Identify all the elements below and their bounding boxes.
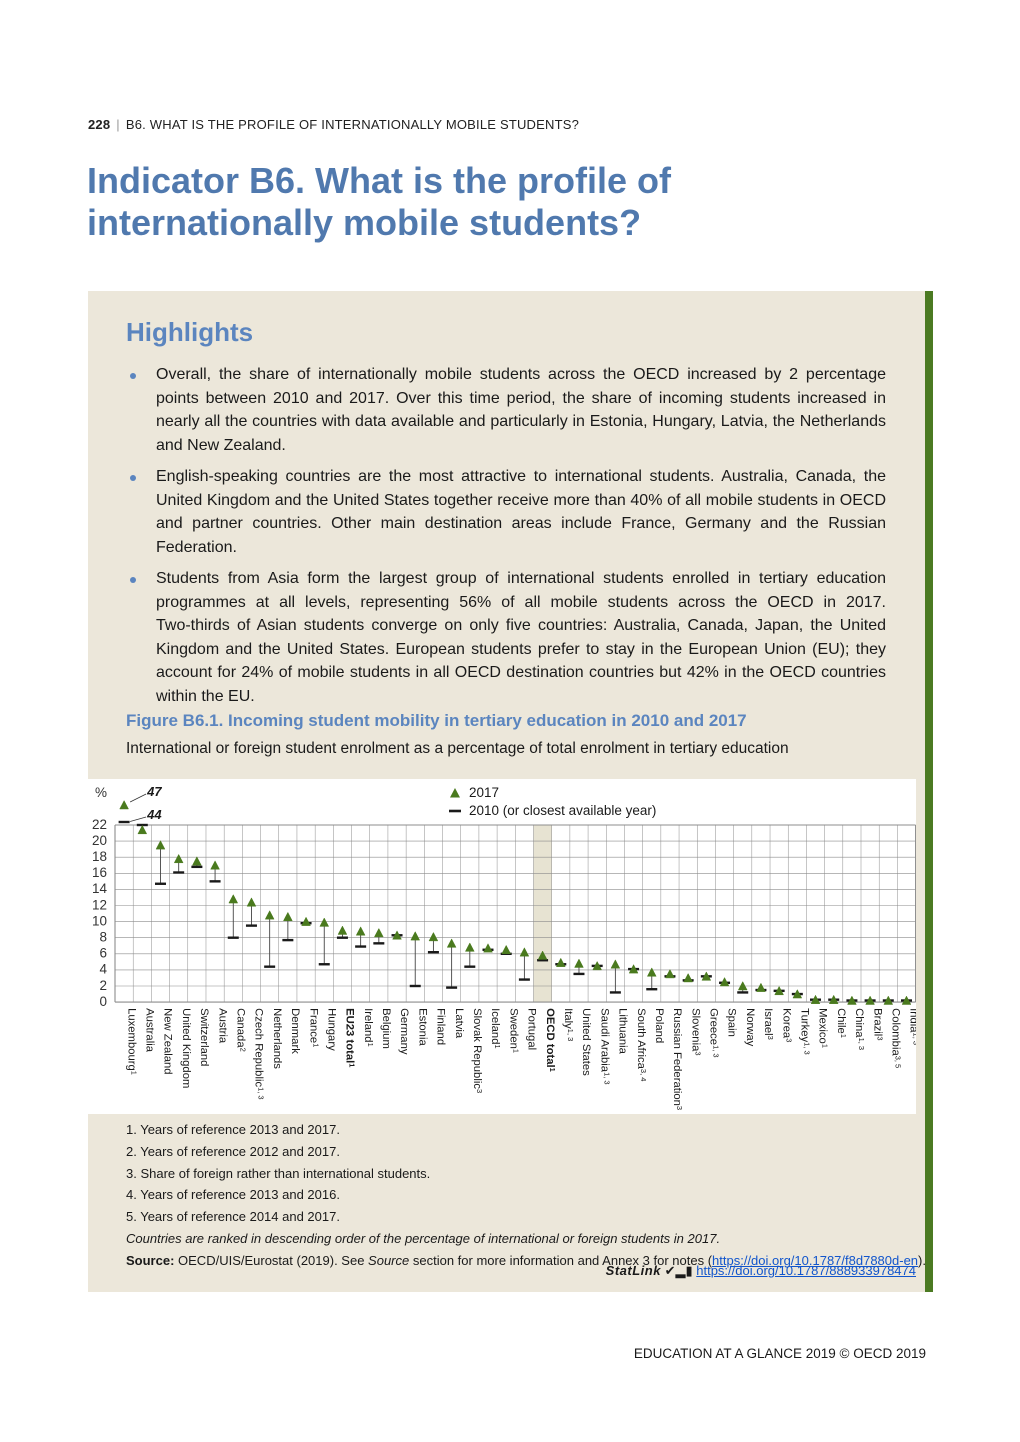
svg-text:Estonia: Estonia [416, 1008, 428, 1046]
svg-text:Austria: Austria [216, 1008, 228, 1044]
svg-text:10: 10 [92, 913, 107, 928]
svg-text:Italy1, 3: Italy1, 3 [562, 1008, 575, 1041]
svg-text:Switzerland: Switzerland [198, 1008, 210, 1066]
svg-text:United States: United States [580, 1008, 592, 1076]
svg-text:Poland: Poland [653, 1008, 665, 1043]
svg-text:Saudi Arabia1, 3: Saudi Arabia1, 3 [598, 1008, 611, 1084]
svg-text:Denmark: Denmark [289, 1008, 301, 1054]
svg-text:16: 16 [92, 865, 107, 880]
svg-text:Belgium: Belgium [380, 1008, 392, 1049]
svg-text:Iceland1: Iceland1 [489, 1008, 502, 1049]
svg-text:South Africa3, 4: South Africa3, 4 [635, 1008, 648, 1081]
svg-text:Korea3: Korea3 [780, 1008, 793, 1042]
svg-text:Turkey1, 3: Turkey1, 3 [799, 1008, 812, 1055]
svg-text:47: 47 [146, 784, 162, 799]
svg-text:Finland: Finland [435, 1008, 447, 1045]
svg-text:Netherlands: Netherlands [271, 1008, 283, 1069]
svg-text:China1, 3: China1, 3 [853, 1008, 866, 1050]
svg-text:Sweden1: Sweden1 [507, 1008, 520, 1053]
svg-text:Lithuania: Lithuania [617, 1008, 629, 1055]
svg-text:United Kingdom: United Kingdom [180, 1008, 192, 1088]
svg-text:2017: 2017 [469, 785, 499, 800]
svg-text:Germany: Germany [398, 1008, 410, 1055]
svg-text:8: 8 [100, 929, 108, 944]
svg-text:18: 18 [92, 849, 107, 864]
svg-text:Canada2: Canada2 [234, 1008, 247, 1052]
svg-text:Russian Federation3: Russian Federation3 [671, 1008, 684, 1110]
svg-text:Israel3: Israel3 [762, 1008, 775, 1040]
svg-text:Norway: Norway [744, 1008, 756, 1047]
svg-text:4: 4 [100, 962, 108, 977]
svg-text:Brazil3: Brazil3 [871, 1008, 884, 1040]
svg-text:EU23 total1: EU23 total1 [344, 1008, 357, 1067]
svg-text:2: 2 [100, 978, 108, 993]
svg-text:Hungary: Hungary [325, 1008, 337, 1051]
svg-text:Latvia: Latvia [453, 1008, 465, 1039]
svg-text:6: 6 [100, 946, 108, 961]
svg-text:India1, 3: India1, 3 [908, 1008, 916, 1045]
svg-text:Slovenia3: Slovenia3 [689, 1008, 702, 1055]
svg-text:France1: France1 [307, 1008, 320, 1047]
svg-text:20: 20 [92, 833, 107, 848]
svg-text:0: 0 [100, 994, 108, 1009]
svg-text:New Zealand: New Zealand [162, 1008, 174, 1074]
svg-text:Portugal: Portugal [526, 1008, 538, 1050]
svg-text:%: % [95, 785, 107, 800]
svg-text:Slovak Republic3: Slovak Republic3 [471, 1008, 484, 1093]
svg-text:Greece1, 3: Greece1, 3 [708, 1008, 721, 1057]
svg-text:Chile1: Chile1 [835, 1008, 848, 1038]
svg-text:44: 44 [146, 807, 161, 822]
svg-text:12: 12 [92, 897, 107, 912]
svg-text:Mexico1: Mexico1 [817, 1008, 830, 1048]
svg-text:Spain: Spain [726, 1008, 738, 1037]
svg-text:Australia: Australia [143, 1008, 155, 1053]
svg-text:Colombia3, 5: Colombia3, 5 [890, 1008, 903, 1068]
svg-text:Luxembourg1: Luxembourg1 [125, 1008, 138, 1075]
svg-text:Czech Republic1, 3: Czech Republic1, 3 [253, 1008, 266, 1100]
svg-text:Ireland1: Ireland1 [362, 1008, 375, 1047]
svg-text:14: 14 [92, 881, 107, 896]
svg-text:2010 (or closest available yea: 2010 (or closest available year) [469, 803, 656, 818]
svg-text:22: 22 [92, 817, 107, 832]
svg-text:OECD total1: OECD total1 [544, 1008, 557, 1072]
